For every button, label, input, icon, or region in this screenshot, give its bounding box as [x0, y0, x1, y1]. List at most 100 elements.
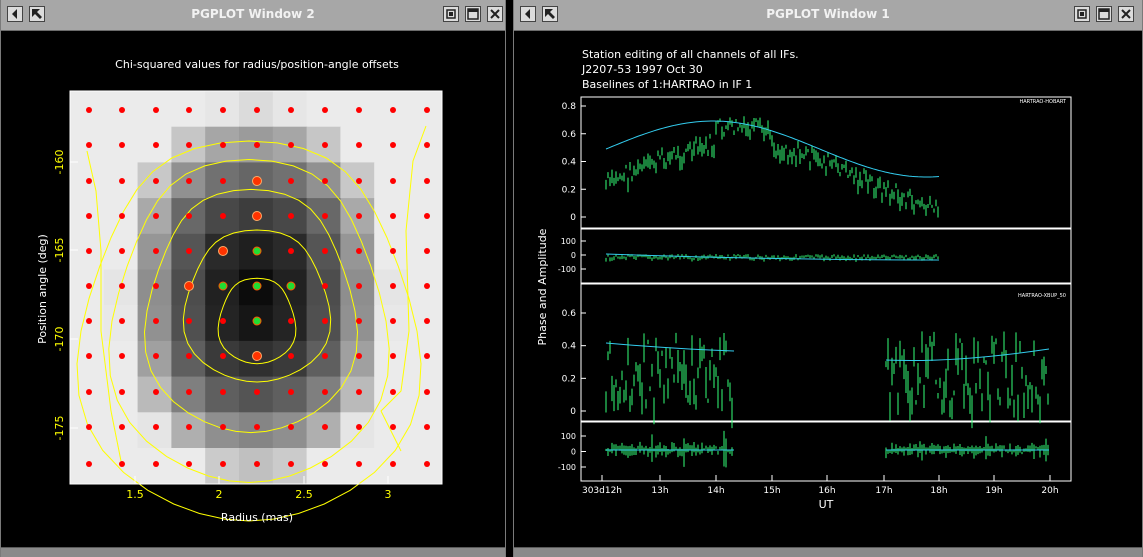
grid-marker	[86, 213, 92, 219]
grid-marker	[119, 178, 125, 184]
contour-line	[217, 277, 297, 365]
grid-marker	[390, 213, 396, 219]
minimum-marker	[286, 281, 296, 291]
grid-marker	[86, 142, 92, 148]
window-2-scrollbar[interactable]	[1, 547, 505, 557]
x-tick-label: 20h	[1041, 486, 1058, 496]
minimum-marker	[218, 281, 228, 291]
map-cell	[70, 340, 105, 378]
map-cell	[137, 412, 172, 449]
close-icon[interactable]	[1118, 6, 1134, 22]
grid-marker	[288, 107, 294, 113]
grid-marker	[288, 389, 294, 395]
window-2-titlebar[interactable]: PGPLOT Window 2	[1, 0, 505, 31]
window-1-scrollbar[interactable]	[514, 547, 1142, 557]
grid-marker	[390, 178, 396, 184]
map-cell	[137, 376, 172, 413]
grid-marker	[424, 142, 430, 148]
grid-marker	[288, 178, 294, 184]
grid-marker	[86, 389, 92, 395]
map-cell	[340, 412, 375, 449]
y-tick-label: -175	[53, 416, 66, 441]
grid-marker	[390, 142, 396, 148]
highlight-marker	[252, 211, 262, 221]
window-1-titlebar[interactable]: PGPLOT Window 1	[514, 0, 1142, 31]
grid-marker	[119, 353, 125, 359]
highlight-marker	[218, 246, 228, 256]
grid-marker	[119, 142, 125, 148]
grid-marker	[424, 318, 430, 324]
grid-marker	[424, 461, 430, 467]
panel-frame	[580, 283, 1072, 422]
map-cell	[340, 376, 375, 413]
map-cell	[408, 340, 443, 378]
grid-marker	[288, 461, 294, 467]
grid-marker	[254, 389, 260, 395]
grid-marker	[186, 353, 192, 359]
contour-line	[86, 150, 122, 462]
plot-title: Chi-squared values for radius/position-a…	[115, 58, 399, 71]
grid-marker	[220, 424, 226, 430]
grid-marker	[390, 248, 396, 254]
map-cell	[171, 340, 206, 378]
axes: 0.8 0.6 0.4 0.2 0 100 0 -100 0.6 0.4 0.2 0 100 0 -100 3…	[558, 102, 1059, 496]
grid-marker	[153, 142, 159, 148]
iconify-icon[interactable]	[1074, 6, 1090, 22]
arrow-diagonal-icon[interactable]	[29, 6, 45, 22]
window-gap	[506, 0, 513, 557]
x-tick-label: 303d12h	[582, 486, 622, 496]
grid-marker	[153, 107, 159, 113]
grid-marker	[153, 283, 159, 289]
model-curve	[605, 120, 940, 178]
grid-marker	[322, 142, 328, 148]
grid-marker	[322, 107, 328, 113]
arrow-left-icon[interactable]	[520, 6, 536, 22]
grid-marker	[220, 318, 226, 324]
grid-marker	[424, 353, 430, 359]
grid-marker	[322, 318, 328, 324]
grid-marker	[322, 213, 328, 219]
grid-marker	[186, 389, 192, 395]
map-cell	[171, 412, 206, 449]
map-cell	[272, 412, 308, 449]
map-cell	[205, 412, 240, 449]
grid-marker	[424, 389, 430, 395]
grid-marker	[356, 461, 362, 467]
grid-marker	[86, 283, 92, 289]
grid-marker	[220, 107, 226, 113]
y-tick-label: 0	[570, 213, 576, 223]
maximize-icon[interactable]	[1096, 6, 1112, 22]
grid-marker	[186, 178, 192, 184]
panel-frame	[580, 421, 1072, 482]
grid-marker	[424, 248, 430, 254]
map-cell	[340, 340, 375, 378]
y-tick-label: 0.2	[562, 185, 576, 195]
grid-marker	[186, 142, 192, 148]
grid-marker	[356, 318, 362, 324]
map-cell	[272, 340, 308, 378]
iconify-icon[interactable]	[443, 6, 459, 22]
grid-marker	[356, 353, 362, 359]
window-1-title: PGPLOT Window 1	[766, 7, 890, 21]
y-tick-label: 0.4	[562, 342, 577, 352]
grid-marker	[86, 248, 92, 254]
highlight-marker	[184, 281, 194, 291]
model-curve	[885, 348, 1050, 362]
arrow-diagonal-icon[interactable]	[542, 6, 558, 22]
x-axis-label: Radius (mas)	[221, 511, 293, 524]
x-tick-label: 18h	[930, 486, 947, 496]
arrow-left-icon[interactable]	[7, 6, 23, 22]
grid-marker	[288, 248, 294, 254]
x-tick-label: 15h	[763, 486, 780, 496]
y-tick-label: 0.2	[562, 374, 576, 384]
grid-marker	[186, 107, 192, 113]
grid-marker	[119, 107, 125, 113]
grid-marker	[86, 461, 92, 467]
maximize-icon[interactable]	[465, 6, 481, 22]
contour-line	[380, 125, 427, 452]
baseline-data	[605, 116, 1050, 468]
grid-marker	[390, 461, 396, 467]
map-cell	[374, 376, 409, 413]
grid-marker	[86, 107, 92, 113]
close-icon[interactable]	[487, 6, 503, 22]
